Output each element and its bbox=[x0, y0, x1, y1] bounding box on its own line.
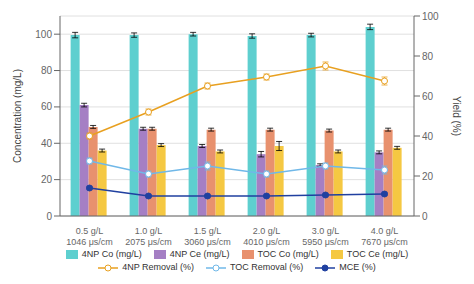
svg-text:3.0 g/L5950 μs/cm: 3.0 g/L5950 μs/cm bbox=[302, 226, 349, 247]
svg-text:60: 60 bbox=[422, 91, 434, 102]
svg-text:100: 100 bbox=[35, 29, 52, 40]
svg-text:Concentration (mg/L): Concentration (mg/L) bbox=[12, 69, 23, 163]
svg-text:0: 0 bbox=[422, 211, 428, 222]
html-text:TOC Removal (%): TOC Removal (%) bbox=[230, 262, 304, 272]
svg-text:0: 0 bbox=[46, 211, 52, 222]
svg-text:Yield (%): Yield (%) bbox=[451, 96, 462, 136]
html-text:TOC Ce (mg/L): TOC Ce (mg/L) bbox=[346, 249, 409, 259]
svg-text:1.0 g/L2075 μs/cm: 1.0 g/L2075 μs/cm bbox=[125, 226, 172, 247]
svg-text:40: 40 bbox=[41, 138, 53, 149]
svg-text:60: 60 bbox=[41, 101, 53, 112]
svg-text:1.5 g/L3060 μs/cm: 1.5 g/L3060 μs/cm bbox=[184, 226, 231, 247]
svg-text:4.0 g/L7670 μs/cm: 4.0 g/L7670 μs/cm bbox=[361, 226, 408, 247]
svg-text:0.5 g/L1046 μs/cm: 0.5 g/L1046 μs/cm bbox=[66, 226, 113, 247]
svg-text:40: 40 bbox=[422, 131, 434, 142]
html-text:4NP Removal (%): 4NP Removal (%) bbox=[122, 262, 194, 272]
html-text:MCE (%): MCE (%) bbox=[339, 262, 376, 272]
html-text:4NP Co (mg/L): 4NP Co (mg/L) bbox=[81, 249, 142, 259]
svg-text:20: 20 bbox=[422, 171, 434, 182]
svg-text:80: 80 bbox=[41, 65, 53, 76]
svg-text:20: 20 bbox=[41, 174, 53, 185]
html-text:4NP Ce (mg/L): 4NP Ce (mg/L) bbox=[169, 249, 230, 259]
svg-text:2.0 g/L4010 μs/cm: 2.0 g/L4010 μs/cm bbox=[243, 226, 290, 247]
svg-text:80: 80 bbox=[422, 51, 434, 62]
svg-text:100: 100 bbox=[422, 11, 439, 22]
html-text:TOC Co (mg/L): TOC Co (mg/L) bbox=[257, 249, 319, 259]
